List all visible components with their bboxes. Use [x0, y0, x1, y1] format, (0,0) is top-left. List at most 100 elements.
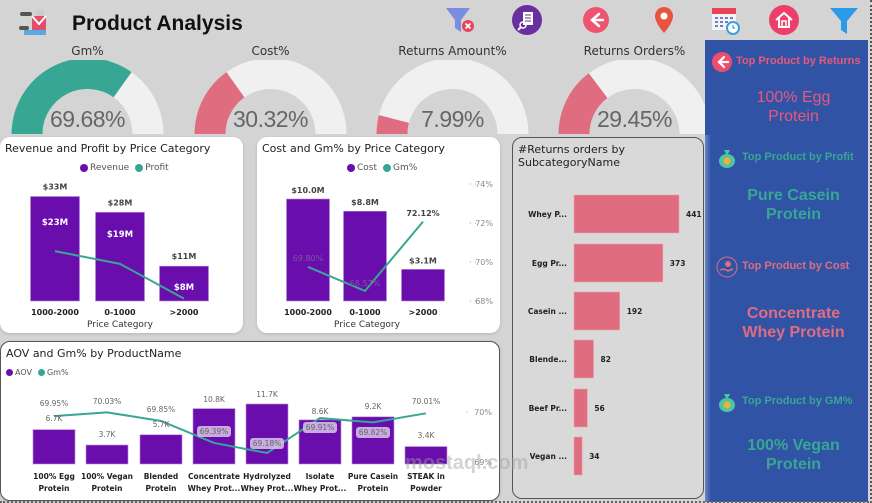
x-tick-label: 1000-2000: [31, 308, 79, 317]
y2-tick-dots: · ·: [469, 180, 477, 189]
profit-data-label: $8M: [174, 283, 194, 293]
y2-tick-label: 72%: [475, 219, 493, 228]
cost-bar: [286, 198, 330, 302]
aov-bar: [85, 444, 129, 465]
returns-data-label: 34: [589, 452, 599, 461]
kpi-label: Top Product by Cost: [742, 260, 850, 272]
gm-data-label: 69.91%: [306, 423, 335, 432]
filter-icon[interactable]: [828, 4, 860, 36]
x-tick-label: 100% Egg: [33, 472, 75, 481]
back-arrow-icon[interactable]: [580, 4, 612, 36]
page-title: Product Analysis: [72, 12, 243, 35]
money-bag-icon: [719, 394, 735, 412]
cost-data-label: $10.0M: [291, 186, 324, 195]
kpi-value: 100% Egg Protein: [712, 88, 872, 126]
returns-bar: [573, 291, 621, 331]
returns-bar: [573, 339, 594, 379]
x-tick-label: Protein: [39, 484, 70, 493]
gauge-arc[interactable]: [183, 60, 358, 135]
returns-bar: [573, 243, 664, 283]
gm-data-label: 69.80%: [293, 254, 324, 263]
aov-data-label: 10.8K: [203, 395, 226, 404]
revenue-bar: [30, 196, 80, 302]
cost-data-label: $8.8M: [351, 198, 379, 207]
y-tick-label: Casein ...: [528, 307, 567, 316]
gauge-track: [376, 60, 529, 134]
page-border: [0, 500, 872, 503]
y2-tick-label: 74%: [475, 180, 493, 189]
kpi-value: Concentrate Whey Protein: [712, 304, 872, 342]
gm-data-label: 70.03%: [93, 397, 122, 406]
legend-item-gm[interactable]: Gm%: [383, 163, 417, 173]
legend-item-profit[interactable]: Profit: [135, 163, 169, 173]
aov-data-label: 3.7K: [99, 430, 117, 439]
report-search-icon[interactable]: [511, 4, 543, 36]
y-tick-label: Beef Pr...: [529, 404, 568, 413]
gauge-arc[interactable]: [365, 60, 540, 135]
y2-tick-label: 70%: [475, 258, 493, 267]
returns-bar: [573, 436, 583, 476]
revenue-profit-chart-card: Revenue and Profit by Price Category Rev…: [0, 137, 243, 333]
clear-filter-icon[interactable]: [444, 4, 476, 36]
home-icon[interactable]: [768, 4, 800, 36]
x-tick-label: >2000: [409, 308, 438, 317]
revenue-bar: [95, 212, 145, 302]
gauge-arc[interactable]: [547, 60, 722, 135]
gauge-title: Returns Orders%: [583, 44, 686, 58]
x-tick-label: 1000-2000: [284, 308, 332, 317]
location-pin-icon[interactable]: [648, 4, 680, 36]
returns-data-label: 192: [627, 307, 643, 316]
cost-gm-chart-card: Cost and Gm% by Price Category Cost Gm% …: [257, 137, 500, 333]
chart-title: Cost and Gm% by Price Category: [262, 142, 445, 155]
aov-gm-chart[interactable]: 6.7K 3.7K 5.7K 10.8K 11.7K 8.6K 9.2K 3.4K 69.95%…: [0, 341, 500, 501]
gauge-card: Gm% 69.68%: [0, 40, 175, 135]
returns-orders-chart[interactable]: 441 Whey P... 373 Egg Pr... 192 Casein ... 82 B…: [512, 137, 704, 499]
revenue-data-label: $28M: [108, 198, 133, 207]
chart-legend: AOV Gm%: [6, 368, 69, 377]
x-tick-label: Powder: [410, 484, 442, 493]
gm-data-label: 72.12%: [406, 209, 439, 218]
revenue-data-label: $11M: [172, 252, 197, 261]
gm-data-label: 69.18%: [253, 439, 282, 448]
chart-title: #Returns orders by SubcategoryName: [518, 143, 625, 169]
chart-title: AOV and Gm% by ProductName: [6, 347, 182, 360]
legend-item-revenue[interactable]: Revenue: [80, 163, 129, 173]
page-border: [869, 0, 872, 503]
gm-label-bg: [197, 426, 231, 437]
x-tick-label: 100% Vegan: [81, 472, 133, 481]
aov-data-label: 9.2K: [365, 402, 383, 411]
legend-item-cost[interactable]: Cost: [347, 163, 377, 173]
gauge-track: [194, 60, 347, 134]
legend-item-gm[interactable]: Gm%: [37, 368, 69, 377]
revenue-profit-chart[interactable]: $33M $28M $11M $23M $19M $8M 1000-2000 0-1000 >2…: [0, 137, 243, 333]
kpi-value-line: Protein: [768, 108, 819, 125]
x-tick-label: >2000: [170, 308, 199, 317]
returns-bar: [573, 388, 588, 428]
gauge-fill: [194, 72, 245, 134]
gauge-arc[interactable]: [0, 60, 175, 135]
calendar-clock-icon[interactable]: [710, 4, 742, 36]
y2-tick-label: 68%: [475, 297, 493, 306]
y-tick-label: Egg Pr...: [532, 259, 567, 268]
gm-line: [307, 221, 424, 293]
profit-line: [54, 250, 185, 300]
y2-tick-label: 70%: [474, 408, 492, 417]
gm-label-bg: [303, 422, 337, 433]
gm-data-label: 69.39%: [200, 427, 229, 436]
y2-tick-dots: · ·: [469, 219, 477, 228]
kpi-value-line: Pure Casein: [747, 187, 840, 204]
y2-tick-dots: ·: [466, 408, 469, 417]
kpi-value-line: 100% Egg: [756, 89, 831, 106]
y2-tick-dots: ·: [466, 458, 469, 467]
aov-bar: [351, 416, 395, 465]
gm-data-label: 69.82%: [359, 428, 388, 437]
gauge-title: Cost%: [251, 44, 290, 58]
kpi-value-line: 100% Vegan: [747, 437, 840, 454]
x-tick-label: Whey Prot...: [241, 484, 294, 493]
returns-data-label: 373: [670, 259, 686, 268]
revenue-data-label: $33M: [43, 183, 68, 192]
gauge-fill: [376, 115, 409, 134]
legend-item-aov[interactable]: AOV: [6, 368, 32, 377]
x-tick-label: Whey Prot...: [294, 484, 347, 493]
